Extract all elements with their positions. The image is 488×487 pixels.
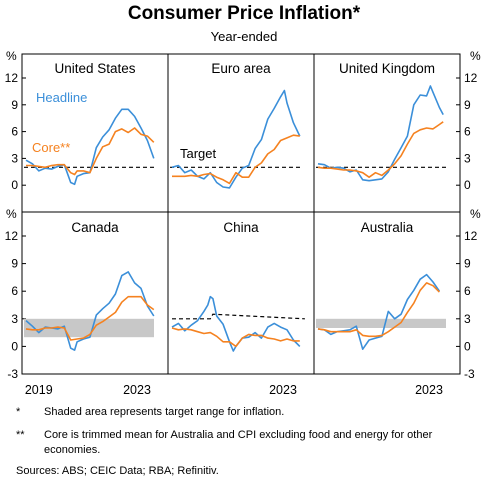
panel-united-states-title: United States (54, 61, 135, 76)
unit-label-right-row1: % (470, 49, 481, 63)
y-tick-right: 0 (464, 339, 471, 353)
y-tick-left: 0 (11, 339, 18, 353)
chart-title: Consumer Price Inflation* (127, 3, 361, 24)
x-tick-label: 2023 (123, 383, 151, 397)
x-tick-label: 2023 (269, 383, 297, 397)
panel-united-kingdom-core-line (317, 121, 444, 178)
panel-united-states-core-line (26, 127, 155, 176)
x-tick-label: 2019 (25, 383, 53, 397)
y-tick-left: 0 (11, 178, 18, 192)
y-tick-left: 9 (11, 98, 18, 112)
unit-label-left-row1: % (6, 49, 17, 63)
footnote-1-mark: * (16, 406, 21, 418)
y-tick-right: 9 (464, 257, 471, 271)
footnote-2-text: Core is trimmed mean for Australia and C… (44, 429, 433, 456)
y-tick-left: 6 (11, 125, 18, 139)
panel-euro-area-headline-line (171, 89, 301, 189)
panel-united-kingdom-title: United Kingdom (339, 61, 435, 76)
y-tick-right: 6 (464, 125, 471, 139)
panel-euro-area-target-label: Target (180, 146, 217, 161)
panel-united-kingdom-headline-line (317, 85, 444, 182)
panel-australia-core-line (317, 282, 440, 338)
y-tick-left: 3 (11, 312, 18, 326)
panel-canada-headline-line (25, 271, 155, 351)
y-tick-left: 6 (11, 284, 18, 298)
y-tick-left: 9 (11, 257, 18, 271)
sources: Sources: ABS; CEIC Data; RBA; Refinitiv. (16, 465, 219, 477)
chart-subtitle: Year-ended (210, 29, 278, 44)
panel-china-headline-line (171, 295, 301, 352)
panel-united-states-headline-label: Headline (36, 90, 87, 105)
y-tick-left: 12 (5, 71, 19, 85)
y-tick-right: -3 (464, 367, 475, 381)
panel-grid: % % 12 12 9 9 6 6 3 3 0 0% % 12 12 9 9 6 6 3 3 0 0 -3 -3 United S… (5, 49, 481, 397)
panel-china-core-line (171, 327, 300, 348)
panel-canada-core-line (25, 295, 155, 341)
y-tick-right: 3 (464, 312, 471, 326)
footnote-1-text: Shaded area represents target range for … (44, 406, 285, 418)
y-tick-right: 6 (464, 284, 471, 298)
y-tick-right: 9 (464, 98, 471, 112)
panel-united-states-headline-line (25, 108, 155, 186)
unit-label-left-row2: % (6, 207, 17, 221)
footnote-2-mark: ** (16, 429, 25, 441)
y-tick-left: 3 (11, 151, 18, 165)
y-tick-right: 12 (464, 71, 478, 85)
y-tick-left: 12 (5, 229, 19, 243)
y-tick-right: 3 (464, 151, 471, 165)
x-tick-label: 2023 (415, 383, 443, 397)
panel-euro-area-core-line (172, 134, 300, 185)
panel-china-title: China (223, 220, 259, 235)
unit-label-right-row2: % (470, 207, 481, 221)
panel-canada-target-band (24, 318, 154, 338)
panel-australia-target-band (316, 318, 446, 328)
panel-australia-title: Australia (361, 220, 414, 235)
panel-euro-area-title: Euro area (211, 61, 271, 76)
y-tick-right: 0 (464, 178, 471, 192)
panel-australia-headline-line (317, 273, 441, 351)
y-tick-left: -3 (7, 367, 18, 381)
y-tick-right: 12 (464, 229, 478, 243)
panel-united-states-core-label: Core** (32, 140, 70, 155)
chart-frame (21, 53, 461, 375)
panel-china-target-line (172, 313, 305, 320)
panel-canada-title: Canada (71, 220, 119, 235)
